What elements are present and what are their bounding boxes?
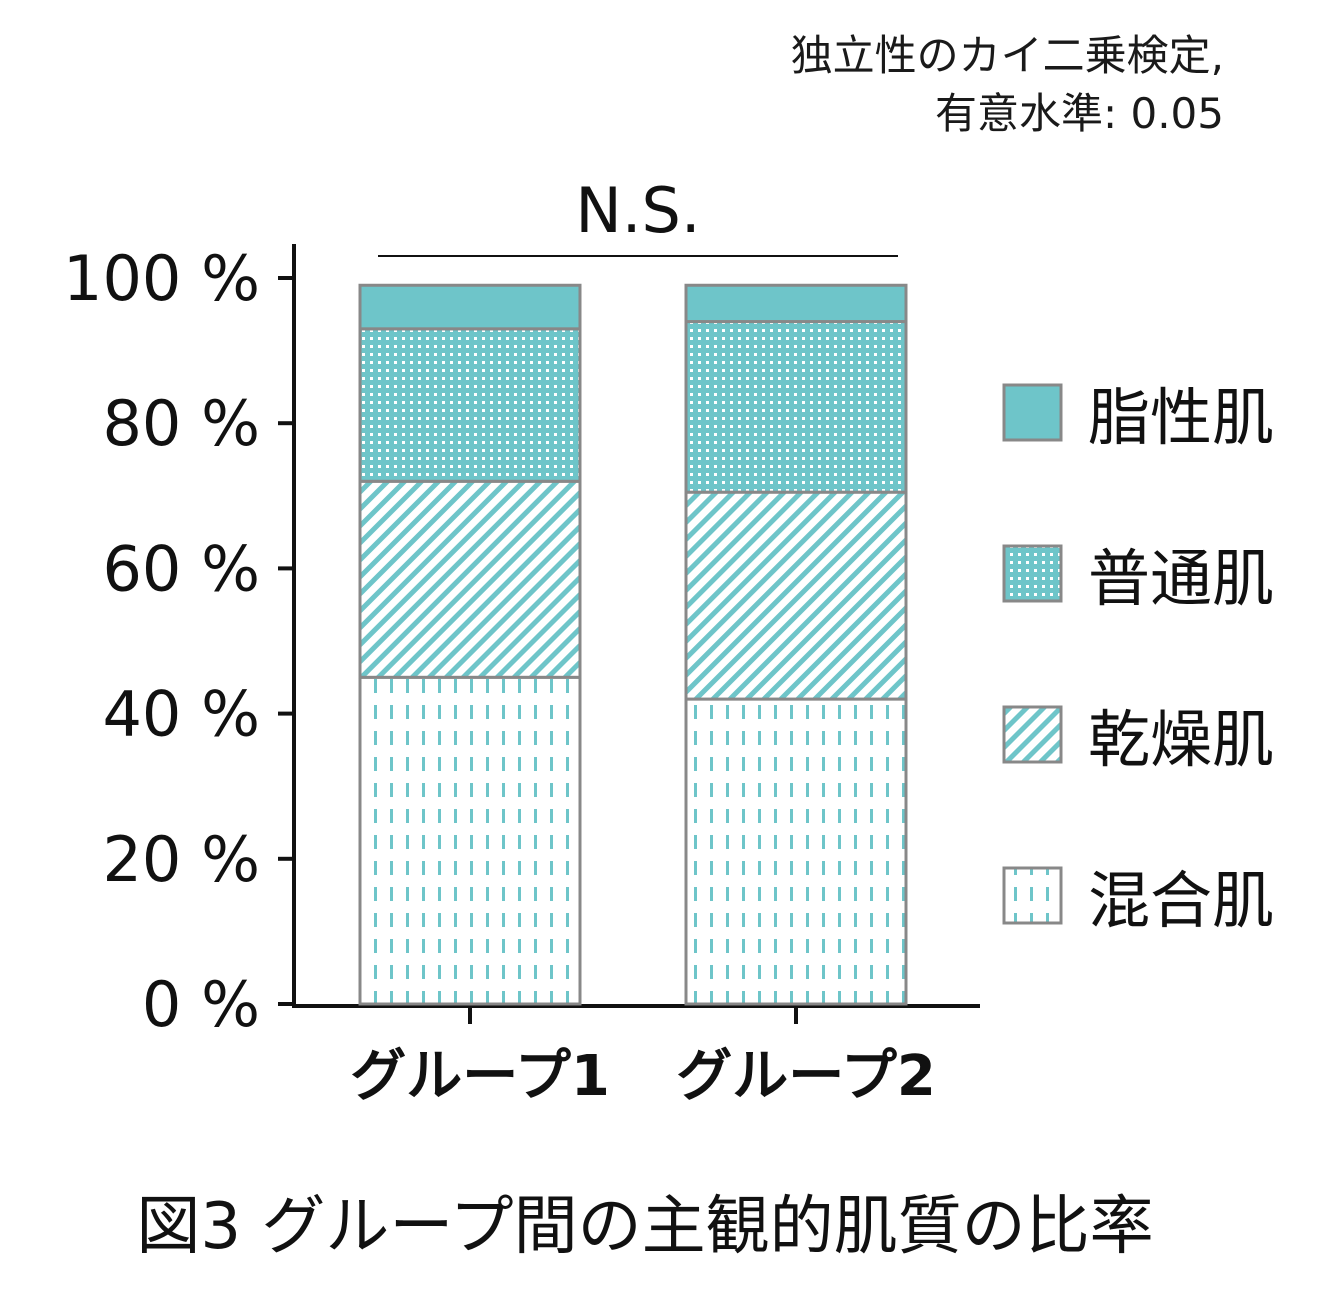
y-tick-label: 80 % bbox=[102, 387, 260, 460]
y-tick-label: 100 % bbox=[63, 242, 260, 315]
bar-segment bbox=[358, 283, 582, 331]
x-tick-label: グループ2 bbox=[676, 1044, 936, 1109]
bar-segment bbox=[684, 490, 908, 701]
bar-segment bbox=[358, 327, 582, 483]
y-tick-label: 20 % bbox=[102, 823, 260, 896]
bar-segment bbox=[358, 479, 582, 679]
bar-segment bbox=[684, 697, 908, 1006]
x-tick-label: グループ1 bbox=[350, 1044, 610, 1109]
legend-label: 普通肌 bbox=[1088, 542, 1274, 615]
y-tick-label: 60 % bbox=[102, 532, 260, 605]
legend-swatch bbox=[1002, 705, 1063, 764]
bar-segment bbox=[684, 320, 908, 494]
legend-label: 脂性肌 bbox=[1088, 381, 1274, 454]
y-tick-label: 0 % bbox=[142, 968, 260, 1041]
figure-caption: 図3 グループ間の主観的肌質の比率 bbox=[136, 1190, 1154, 1264]
legend-label: 乾燥肌 bbox=[1088, 703, 1274, 776]
test-note-line1: 独立性のカイ二乗検定, bbox=[790, 31, 1224, 80]
legend-label: 混合肌 bbox=[1088, 864, 1274, 937]
legend-swatch bbox=[1002, 544, 1063, 603]
legend-swatch bbox=[1002, 866, 1063, 925]
significance-label: N.S. bbox=[575, 174, 700, 247]
test-note-line2: 有意水準: 0.05 bbox=[934, 89, 1224, 138]
y-tick-label: 40 % bbox=[102, 678, 260, 751]
bar-segment bbox=[684, 283, 908, 324]
legend-swatch bbox=[1002, 383, 1063, 442]
bar-segment bbox=[358, 675, 582, 1006]
